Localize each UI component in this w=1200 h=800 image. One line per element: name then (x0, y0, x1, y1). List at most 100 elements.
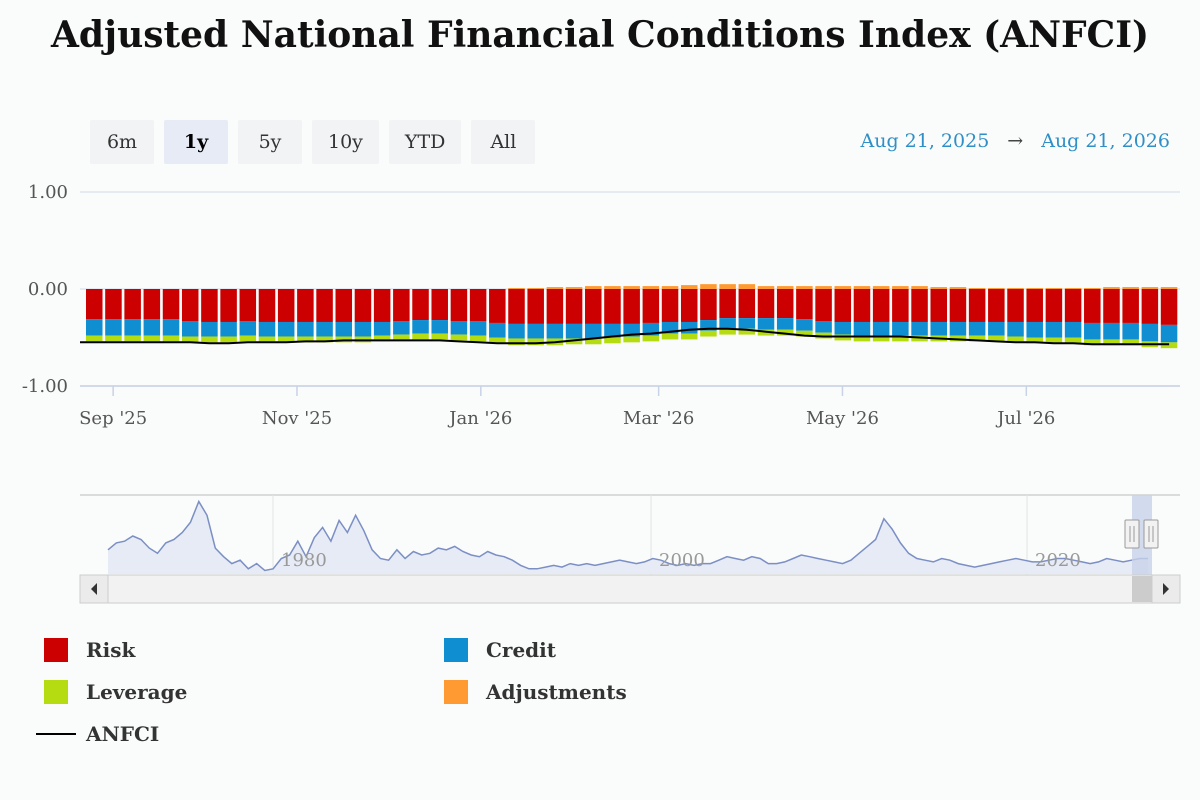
bar-risk[interactable] (86, 289, 103, 320)
bar-leverage[interactable] (1007, 336, 1024, 343)
date-to-input[interactable]: Aug 21, 2026 (1041, 130, 1170, 152)
scrollbar-thumb[interactable] (1132, 576, 1152, 602)
bar-adjustments[interactable] (1160, 287, 1178, 289)
bar-leverage[interactable] (86, 335, 103, 342)
bar-risk[interactable] (565, 289, 583, 324)
bar-leverage[interactable] (642, 335, 660, 342)
bar-risk[interactable] (508, 289, 525, 324)
bar-credit[interactable] (527, 323, 544, 339)
bar-credit[interactable] (489, 322, 506, 338)
bar-credit[interactable] (297, 321, 314, 337)
range-button-5y[interactable]: 5y (238, 120, 302, 164)
bar-leverage[interactable] (623, 336, 640, 343)
bar-risk[interactable] (527, 289, 544, 324)
bar-credit[interactable] (181, 321, 199, 337)
bar-leverage[interactable] (239, 335, 257, 342)
bar-credit[interactable] (1064, 321, 1082, 338)
bar-risk[interactable] (661, 289, 679, 322)
bar-leverage[interactable] (700, 330, 717, 337)
bar-adjustments[interactable] (700, 284, 717, 289)
bar-leverage[interactable] (680, 333, 698, 340)
legend-item-anfci[interactable]: ANFCI (36, 722, 159, 746)
bar-risk[interactable] (373, 289, 391, 322)
bar-credit[interactable] (623, 323, 640, 337)
bar-leverage[interactable] (796, 330, 813, 337)
bar-risk[interactable] (469, 289, 487, 322)
bar-credit[interactable] (258, 321, 276, 337)
bar-leverage[interactable] (508, 338, 525, 346)
navigator-handle-right[interactable] (1143, 519, 1159, 549)
bar-leverage[interactable] (162, 335, 180, 342)
bar-adjustments[interactable] (1026, 288, 1043, 289)
bar-leverage[interactable] (527, 338, 544, 346)
bar-leverage[interactable] (489, 337, 506, 344)
anfci-line[interactable] (80, 327, 1170, 346)
bar-leverage[interactable] (719, 328, 736, 335)
legend-item-adjustments[interactable]: Adjustments (444, 680, 627, 704)
bar-credit[interactable] (124, 319, 141, 336)
range-button-1y[interactable]: 1y (164, 120, 228, 164)
bar-risk[interactable] (143, 289, 161, 320)
bar-risk[interactable] (1026, 289, 1043, 322)
bar-adjustments[interactable] (1007, 288, 1024, 289)
bar-credit[interactable] (162, 319, 180, 336)
bar-credit[interactable] (949, 321, 967, 336)
bar-risk[interactable] (1007, 289, 1024, 322)
legend-item-risk[interactable]: Risk (44, 638, 135, 662)
navigator[interactable]: 1980 2000 2020 (0, 490, 1200, 610)
bar-adjustments[interactable] (949, 287, 967, 289)
bar-credit[interactable] (220, 321, 237, 337)
bar-credit[interactable] (719, 318, 736, 329)
bar-risk[interactable] (1141, 289, 1159, 324)
bar-credit[interactable] (968, 321, 986, 336)
bar-risk[interactable] (949, 289, 967, 322)
bar-adjustments[interactable] (872, 286, 890, 289)
bar-credit[interactable] (911, 321, 928, 336)
bar-risk[interactable] (719, 289, 736, 319)
bar-adjustments[interactable] (680, 285, 698, 289)
bar-risk[interactable] (393, 289, 410, 322)
bar-risk[interactable] (853, 289, 871, 322)
bar-risk[interactable] (738, 289, 756, 319)
bar-credit[interactable] (853, 321, 871, 336)
bar-risk[interactable] (277, 289, 295, 322)
bar-credit[interactable] (796, 319, 813, 331)
scrollbar-left-button[interactable] (79, 574, 109, 604)
bar-credit[interactable] (700, 320, 717, 331)
bar-risk[interactable] (1084, 289, 1101, 323)
bar-risk[interactable] (815, 289, 832, 322)
bar-leverage[interactable] (124, 335, 141, 342)
bar-leverage[interactable] (892, 335, 909, 342)
bar-adjustments[interactable] (968, 288, 986, 289)
bar-adjustments[interactable] (738, 284, 756, 289)
bar-leverage[interactable] (431, 333, 448, 340)
bar-adjustments[interactable] (546, 287, 564, 289)
bar-risk[interactable] (796, 289, 813, 320)
bar-risk[interactable] (1160, 289, 1178, 325)
date-from-input[interactable]: Aug 21, 2025 (860, 130, 990, 152)
bar-risk[interactable] (1045, 289, 1063, 322)
bar-credit[interactable] (815, 321, 832, 333)
bar-risk[interactable] (335, 289, 353, 322)
bar-adjustments[interactable] (623, 286, 640, 289)
bar-adjustments[interactable] (508, 288, 525, 289)
bar-adjustments[interactable] (719, 284, 736, 289)
bar-adjustments[interactable] (815, 286, 832, 289)
bar-credit[interactable] (86, 319, 103, 336)
bar-leverage[interactable] (968, 335, 986, 342)
bar-adjustments[interactable] (661, 286, 679, 289)
bar-risk[interactable] (776, 289, 794, 319)
bar-leverage[interactable] (872, 335, 890, 342)
bar-credit[interactable] (872, 321, 890, 336)
bar-risk[interactable] (258, 289, 276, 322)
bar-risk[interactable] (201, 289, 218, 322)
bar-risk[interactable] (1064, 289, 1082, 322)
bar-credit[interactable] (393, 321, 410, 335)
bar-adjustments[interactable] (796, 286, 813, 289)
bar-credit[interactable] (565, 323, 583, 339)
bar-leverage[interactable] (201, 336, 218, 343)
bar-adjustments[interactable] (1141, 287, 1159, 289)
bar-leverage[interactable] (373, 335, 391, 342)
bar-risk[interactable] (1103, 289, 1120, 323)
bar-credit[interactable] (834, 321, 852, 335)
